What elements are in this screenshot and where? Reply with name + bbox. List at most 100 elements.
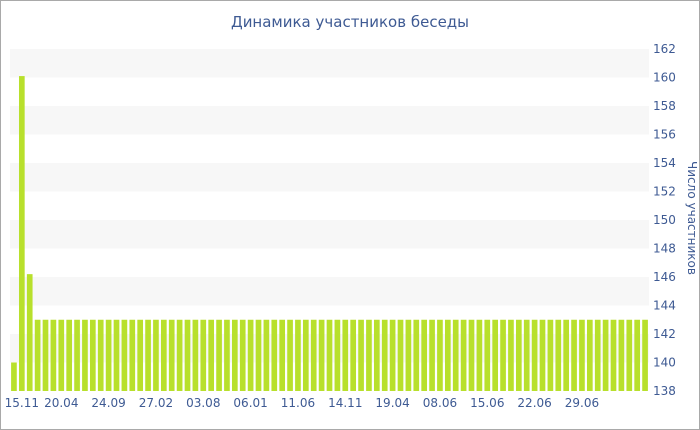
bar[interactable] (160, 319, 167, 391)
bar[interactable] (508, 319, 514, 391)
bar[interactable] (74, 319, 80, 391)
bar[interactable] (105, 319, 112, 391)
bar[interactable] (358, 319, 364, 391)
bar[interactable] (642, 319, 648, 391)
grid-band (10, 49, 649, 78)
bar[interactable] (66, 319, 73, 391)
bar[interactable] (476, 319, 483, 391)
bar[interactable] (89, 319, 96, 391)
bar[interactable] (444, 319, 451, 391)
bar[interactable] (26, 274, 33, 391)
x-tick-label: 15.11 (5, 396, 39, 410)
bar[interactable] (531, 319, 538, 391)
bar[interactable] (523, 319, 530, 391)
y-tick-label: 162 (653, 42, 676, 56)
bar[interactable] (184, 319, 191, 391)
x-tick-label: 29.06 (565, 396, 599, 410)
bar[interactable] (563, 319, 570, 391)
bar[interactable] (437, 319, 443, 391)
bar[interactable] (153, 319, 159, 391)
bar[interactable] (381, 319, 388, 391)
bar[interactable] (373, 319, 380, 391)
bar[interactable] (239, 319, 246, 391)
x-tick-label: 19.04 (375, 396, 409, 410)
bar[interactable] (145, 319, 151, 391)
bar[interactable] (82, 319, 88, 391)
bar[interactable] (602, 319, 609, 391)
bar[interactable] (224, 319, 230, 391)
bar[interactable] (216, 319, 222, 391)
bar[interactable] (539, 319, 546, 391)
bar[interactable] (208, 319, 215, 391)
y-axis-ticks: 138 140 142 144 146 148 150 152 154 156 158 160 162 (653, 42, 676, 398)
bars (11, 76, 648, 391)
bar[interactable] (326, 319, 333, 391)
y-tick-label: 140 (653, 356, 676, 370)
bar[interactable] (429, 319, 435, 391)
bar[interactable] (610, 319, 617, 391)
bar[interactable] (366, 319, 372, 391)
bar[interactable] (18, 76, 25, 391)
bar[interactable] (421, 319, 428, 391)
bar[interactable] (389, 319, 396, 391)
bar[interactable] (318, 319, 325, 391)
bar[interactable] (460, 319, 467, 391)
bar[interactable] (484, 319, 491, 391)
x-tick-label: 20.04 (44, 396, 78, 410)
bar[interactable] (97, 319, 104, 391)
bar[interactable] (310, 319, 317, 391)
bar[interactable] (594, 319, 601, 391)
bar[interactable] (571, 319, 577, 391)
bar[interactable] (342, 319, 349, 391)
bar[interactable] (231, 319, 238, 391)
bar[interactable] (302, 319, 309, 391)
bar[interactable] (295, 319, 301, 391)
bar[interactable] (50, 319, 57, 391)
bar[interactable] (500, 319, 506, 391)
bar[interactable] (42, 319, 49, 391)
bar[interactable] (247, 319, 254, 391)
bar[interactable] (271, 319, 278, 391)
bar[interactable] (468, 319, 475, 391)
bar[interactable] (11, 362, 17, 392)
y-tick-label: 160 (653, 71, 676, 85)
bar[interactable] (129, 319, 136, 391)
bar[interactable] (113, 319, 120, 391)
bar[interactable] (334, 319, 341, 391)
y-tick-label: 142 (653, 327, 676, 341)
y-tick-label: 154 (653, 156, 676, 170)
bar[interactable] (263, 319, 270, 391)
grid-band (10, 163, 649, 192)
bar[interactable] (121, 319, 128, 391)
bar[interactable] (176, 319, 183, 391)
bar[interactable] (397, 319, 404, 391)
bar[interactable] (255, 319, 262, 391)
bar[interactable] (405, 319, 412, 391)
bar[interactable] (58, 319, 65, 391)
x-tick-label: 06.01 (233, 396, 267, 410)
chart-title: Динамика участников беседы (230, 13, 470, 31)
bar[interactable] (579, 319, 585, 391)
x-tick-label: 08.06 (423, 396, 457, 410)
bar[interactable] (492, 319, 499, 391)
bar[interactable] (413, 319, 420, 391)
bar[interactable] (34, 319, 41, 391)
x-tick-label: 22.06 (517, 396, 551, 410)
bar[interactable] (137, 319, 144, 391)
grid-band (10, 106, 649, 135)
bar[interactable] (634, 319, 641, 391)
bar[interactable] (287, 319, 293, 391)
bar[interactable] (192, 319, 199, 391)
bar[interactable] (452, 319, 459, 391)
bar[interactable] (626, 319, 633, 391)
bar[interactable] (547, 319, 554, 391)
bar[interactable] (279, 319, 286, 391)
bar[interactable] (168, 319, 175, 391)
bar[interactable] (586, 319, 593, 391)
bar[interactable] (555, 319, 562, 391)
bar[interactable] (515, 319, 522, 391)
bar[interactable] (350, 319, 357, 391)
bar[interactable] (618, 319, 625, 391)
bar[interactable] (200, 319, 207, 391)
y-tick-label: 148 (653, 242, 676, 256)
